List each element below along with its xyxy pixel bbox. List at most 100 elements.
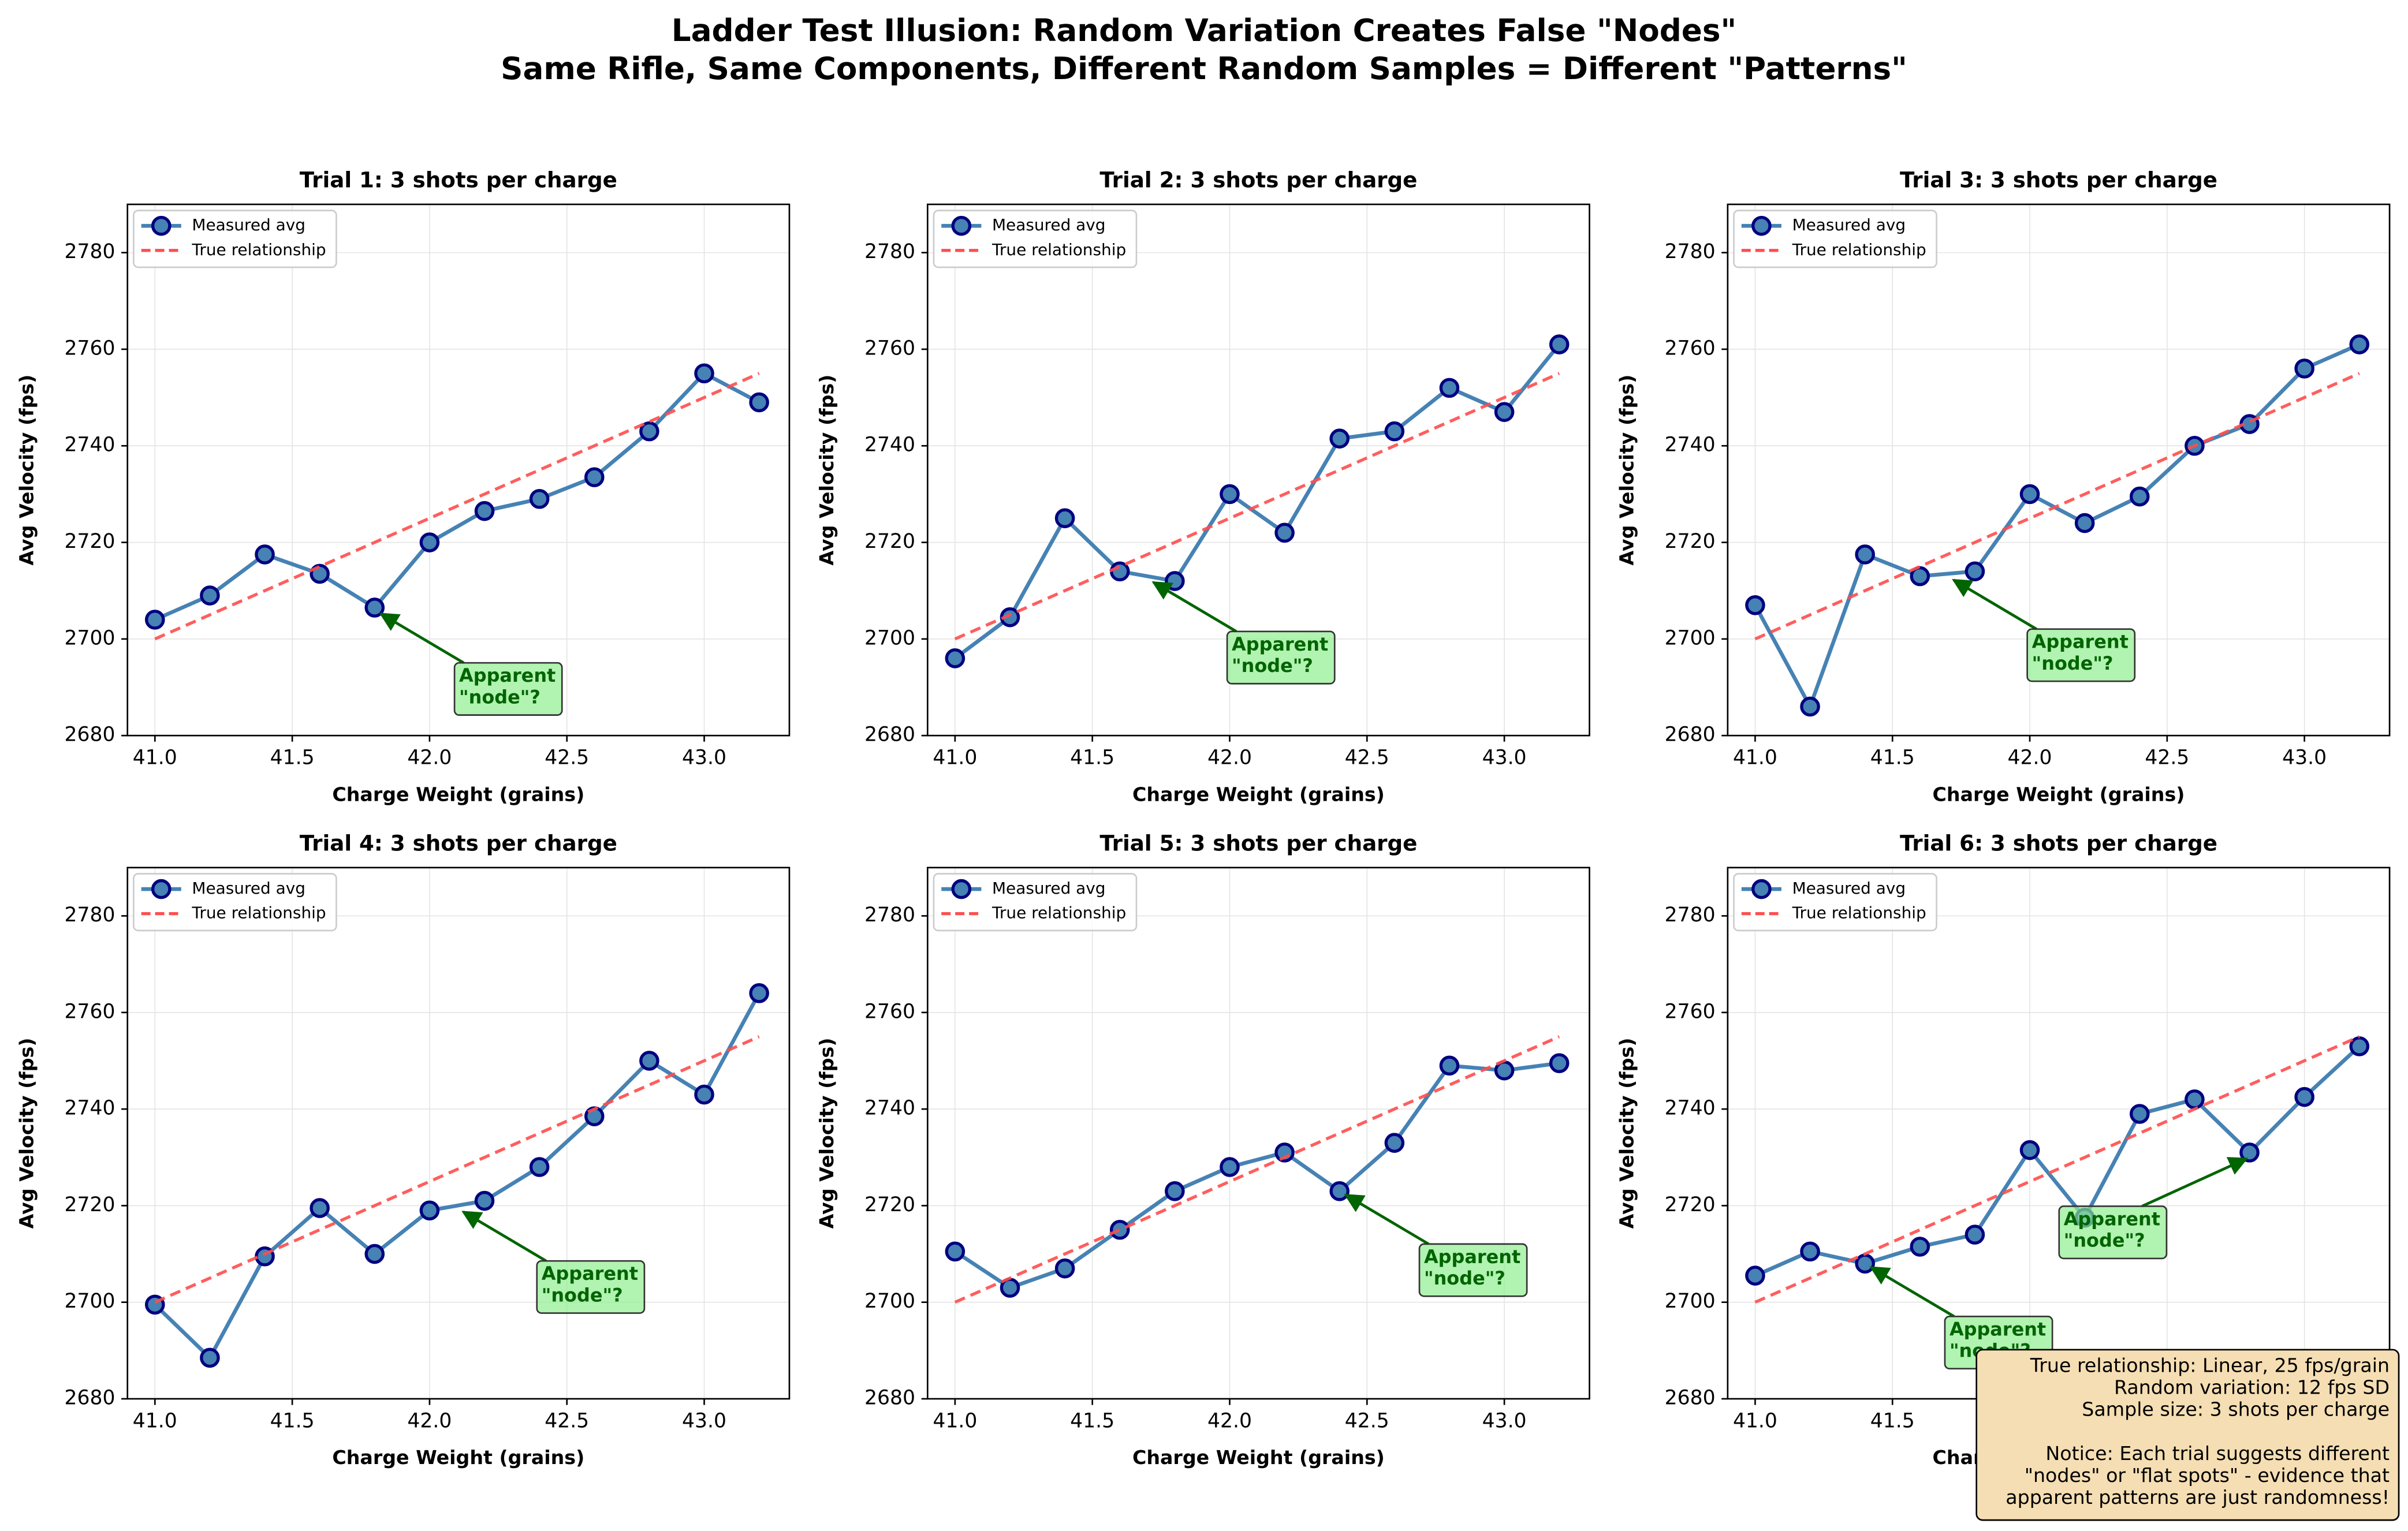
y-tick-label: 2780 (1665, 240, 1716, 263)
data-point (2294, 1086, 2314, 1107)
legend-label: Measured avg (192, 215, 305, 234)
data-point (2019, 1140, 2040, 1160)
data-point (1800, 1241, 1820, 1262)
annotation-text: Apparent (2032, 631, 2129, 653)
data-point (1494, 402, 1515, 422)
x-tick-label: 41.5 (270, 1409, 315, 1432)
y-tick-label: 2700 (1665, 626, 1716, 649)
x-tick-label: 42.0 (1207, 1409, 1252, 1432)
x-tick-label: 41.5 (1870, 746, 1915, 770)
x-tick-label: 41.5 (1870, 1409, 1915, 1432)
x-axis-label: Charge Weight (grains) (1132, 1446, 1385, 1469)
annotation-arrow (1344, 1193, 1430, 1245)
legend-box (1733, 873, 1937, 932)
chart-title: Trial 5: 3 shots per charge (1099, 830, 1417, 856)
y-axis-label: Avg Velocity (fps) (15, 1038, 38, 1229)
legend-swatch (951, 215, 972, 236)
y-tick-label: 2740 (1665, 434, 1716, 457)
note-text: Notice: Each trial suggests different (2045, 1442, 2390, 1465)
legend-swatch (151, 215, 172, 236)
note-text: True relationship: Linear, 25 fps/grain (2030, 1354, 2390, 1377)
legend-label: Measured avg (1792, 215, 1906, 234)
chart-title: Trial 1: 3 shots per charge (300, 167, 617, 193)
data-point (474, 501, 495, 521)
data-point (1109, 1219, 1130, 1240)
x-tick-label: 43.0 (682, 1409, 726, 1432)
data-point (1965, 561, 1985, 582)
data-point (1329, 428, 1350, 449)
y-tick-label: 2760 (864, 1000, 915, 1023)
annotation-box (2026, 628, 2136, 682)
annotation-text: "node"? (1424, 1267, 1505, 1289)
data-point (1274, 522, 1295, 543)
plot-frame (1727, 203, 2391, 737)
x-axis-label: Charge Weight (grains) (1933, 783, 2185, 805)
y-tick-label: 2760 (64, 1000, 115, 1023)
y-tick-label: 2780 (864, 903, 915, 927)
x-axis-label: Charge Weight (grains) (1132, 783, 1385, 805)
y-tick-label: 2720 (1665, 1193, 1716, 1216)
x-tick-label: 41.0 (1733, 1409, 1777, 1432)
note-text: apparent patterns are just randomness! (2006, 1486, 2390, 1508)
x-tick-label: 42.0 (407, 746, 452, 770)
data-point (584, 467, 605, 487)
legend-swatch (951, 879, 972, 899)
trend-line (154, 1035, 760, 1304)
y-tick-label: 2700 (864, 626, 915, 649)
y-tick-label: 2680 (64, 1387, 115, 1410)
data-point (1855, 1253, 1875, 1274)
y-axis-label: Avg Velocity (fps) (815, 375, 838, 566)
data-point (2019, 484, 2040, 505)
data-point (200, 1347, 220, 1368)
data-point (1165, 571, 1185, 591)
y-axis-label: Avg Velocity (fps) (815, 1038, 838, 1229)
y-tick-label: 2740 (1665, 1097, 1716, 1120)
data-line (953, 343, 1561, 660)
y-tick-label: 2680 (864, 723, 915, 746)
data-point (419, 532, 440, 552)
y-tick-label: 2700 (64, 626, 115, 649)
note-text: Random variation: 12 fps SD (2114, 1376, 2390, 1399)
data-point (529, 488, 550, 509)
data-point (639, 1051, 659, 1071)
annotation-text: Apparent (1424, 1246, 1520, 1268)
annotation-arrow (1151, 581, 1237, 633)
y-tick-label: 2720 (1665, 530, 1716, 553)
legend-label: True relationship (191, 903, 326, 923)
data-point (1054, 508, 1075, 528)
annotation-text: "node"? (459, 686, 541, 708)
y-tick-label: 2740 (864, 434, 915, 457)
data-point (1439, 378, 1460, 398)
y-tick-label: 2680 (1665, 723, 1716, 746)
y-tick-label: 2720 (864, 1193, 915, 1216)
x-tick-label: 42.5 (2145, 746, 2189, 770)
x-tick-label: 41.5 (1070, 746, 1114, 770)
data-point (1165, 1181, 1185, 1201)
x-tick-label: 42.5 (1345, 746, 1389, 770)
x-tick-label: 43.0 (1482, 746, 1527, 770)
data-point (1855, 544, 1875, 565)
legend-box (933, 873, 1138, 932)
x-axis-label: Charge Weight (grains) (332, 783, 584, 805)
data-line (1753, 342, 2361, 712)
data-point (1329, 1181, 1350, 1201)
data-point (945, 648, 966, 669)
y-tick-label: 2700 (1665, 1290, 1716, 1313)
trend-line (1754, 372, 2360, 641)
annotation-text: "node"? (542, 1284, 623, 1306)
annotation-box (1226, 630, 1336, 685)
x-tick-label: 43.0 (2282, 746, 2327, 770)
data-line (154, 371, 761, 622)
x-tick-label: 42.5 (1345, 1409, 1389, 1432)
note-box (1975, 1349, 2400, 1521)
plot-frame (926, 867, 1590, 1400)
data-point (1965, 1224, 1985, 1245)
legend-box (133, 210, 337, 268)
data-point (2294, 359, 2314, 379)
annotation-box (2058, 1205, 2168, 1260)
legend-box (933, 210, 1138, 268)
note-text: Sample size: 3 shots per charge (2082, 1398, 2390, 1421)
legend-box (133, 873, 337, 932)
data-point (364, 598, 385, 618)
annotation-text: Apparent (459, 664, 556, 686)
